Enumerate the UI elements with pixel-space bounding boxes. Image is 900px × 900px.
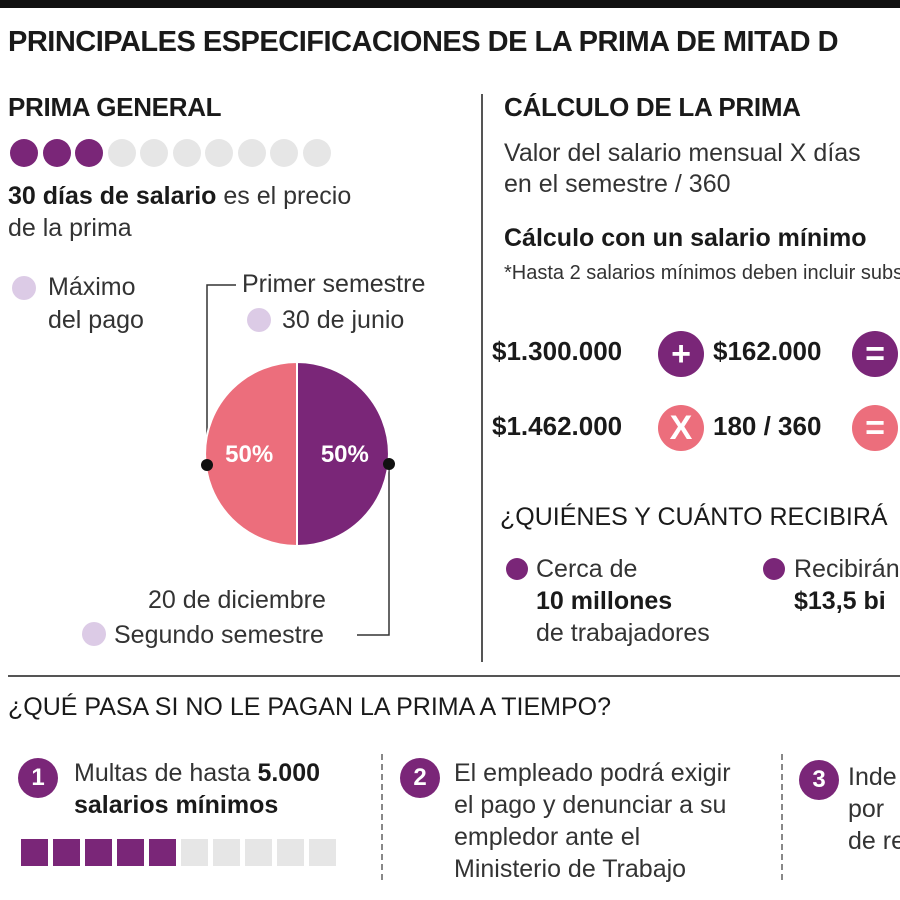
description-line2: de la prima xyxy=(8,214,132,242)
days-fraction: 180 / 360 xyxy=(713,411,822,441)
calculo-heading: CÁLCULO DE LA PRIMA xyxy=(504,92,801,122)
step-1-line2: salarios mínimos xyxy=(74,791,279,819)
step-2-line2: el pago y denunciar a su xyxy=(454,791,727,819)
step-2-line4: Ministerio de Trabajo xyxy=(454,855,687,883)
equals-icon: = xyxy=(852,331,898,377)
column-divider xyxy=(481,94,483,662)
pie-chart: 50% 50% xyxy=(201,284,395,636)
step-1-plain: Multas de hasta xyxy=(74,759,258,787)
empty-square xyxy=(245,839,272,866)
empty-square xyxy=(181,839,208,866)
legend-dot-first xyxy=(247,308,271,332)
pie-slices: 50% 50% xyxy=(204,360,390,548)
empty-dot xyxy=(302,139,331,167)
description-bold: 30 días de salario xyxy=(8,182,217,210)
pie-label-2: 50% xyxy=(321,441,369,468)
filled-square xyxy=(21,839,48,866)
workers-line3: de trabajadores xyxy=(536,619,710,647)
empty-square xyxy=(309,839,336,866)
calculo-note: *Hasta 2 salarios mínimos deben incluir … xyxy=(504,262,900,284)
page-title: PRINCIPALES ESPECIFICACIONES DE LA PRIMA… xyxy=(8,26,839,58)
empty-square xyxy=(277,839,304,866)
description-rest: es el precio xyxy=(216,182,352,210)
filled-dot xyxy=(10,139,38,167)
legend-dot-max xyxy=(12,276,36,300)
step-2-line1: El empleado podrá exigir xyxy=(454,759,731,787)
fine-bar-indicator xyxy=(21,839,341,871)
bullet-icon xyxy=(506,558,528,580)
empty-square xyxy=(213,839,240,866)
filled-square xyxy=(53,839,80,866)
step-2-line3: empledor ante el xyxy=(454,823,641,851)
workers-count: 10 millones xyxy=(536,587,673,615)
step-3-number: 3 xyxy=(799,760,839,800)
filled-square xyxy=(149,839,176,866)
formula-line1: Valor del salario mensual X días xyxy=(504,139,861,167)
plus-icon: + xyxy=(658,331,704,377)
filled-square xyxy=(85,839,112,866)
empty-dot xyxy=(107,139,136,167)
pie-slice-1 xyxy=(204,360,298,548)
first-semester-label: Primer semestre xyxy=(242,270,426,298)
step-1-line1: Multas de hasta 5.000 xyxy=(74,757,320,789)
amount-line1: Recibirán xyxy=(794,555,900,583)
leader-line-first xyxy=(206,284,236,465)
empty-dot xyxy=(140,139,168,167)
multiply-icon: X xyxy=(658,405,704,451)
filled-dot xyxy=(42,139,71,167)
step-3-line1: Inde xyxy=(848,763,897,791)
leader-dot-second xyxy=(383,458,395,470)
empty-dot xyxy=(237,139,266,167)
pie-label-1: 50% xyxy=(225,441,273,468)
bullet-icon-2 xyxy=(763,558,785,580)
legend-max-line2: del pago xyxy=(48,306,144,334)
formula-line2: en el semestre / 360 xyxy=(504,170,731,198)
dashed-divider-2 xyxy=(781,754,783,880)
legend-max-line1: Máximo xyxy=(48,273,136,301)
calculo-subheading: Cálculo con un salario mínimo xyxy=(504,224,867,252)
leader-dot-first xyxy=(201,459,213,471)
filled-dot xyxy=(75,139,103,167)
empty-dot xyxy=(270,139,298,167)
que-pasa-heading: ¿QUÉ PASA SI NO LE PAGAN LA PRIMA A TIEM… xyxy=(8,693,611,721)
second-semester-label: Segundo semestre xyxy=(114,621,324,649)
quienes-heading: ¿QUIÉNES Y CUÁNTO RECIBIRÁ xyxy=(500,503,888,531)
step-3-line3: de re xyxy=(848,827,900,855)
step-2-number: 2 xyxy=(400,758,440,798)
workers-line1: Cerca de xyxy=(536,555,638,583)
empty-dot xyxy=(205,139,233,167)
amount-total: $1.462.000 xyxy=(492,411,623,441)
legend-dot-second xyxy=(82,622,106,646)
equals-icon-2: = xyxy=(852,405,898,451)
step-1-bold-number: 5.000 xyxy=(257,759,320,787)
dots-indicator xyxy=(10,139,335,172)
leader-line-second xyxy=(357,464,390,636)
first-date-label: 30 de junio xyxy=(282,306,405,334)
empty-dot xyxy=(172,139,201,167)
step-3-line2: por xyxy=(848,795,885,823)
prima-general-heading: PRIMA GENERAL xyxy=(8,92,222,122)
prima-description: 30 días de salario es el precio xyxy=(8,180,351,212)
step-1-number: 1 xyxy=(18,758,58,798)
second-date-label: 20 de diciembre xyxy=(148,586,326,614)
amount-salary: $1.300.000 xyxy=(492,336,623,366)
top-rule xyxy=(0,0,900,8)
pie-slice-2 xyxy=(296,360,390,548)
section-divider xyxy=(8,675,900,677)
amount-subsidy: $162.000 xyxy=(713,336,822,366)
filled-square xyxy=(117,839,144,866)
dashed-divider-1 xyxy=(381,754,383,880)
amount-total-value: $13,5 bi xyxy=(794,587,886,615)
